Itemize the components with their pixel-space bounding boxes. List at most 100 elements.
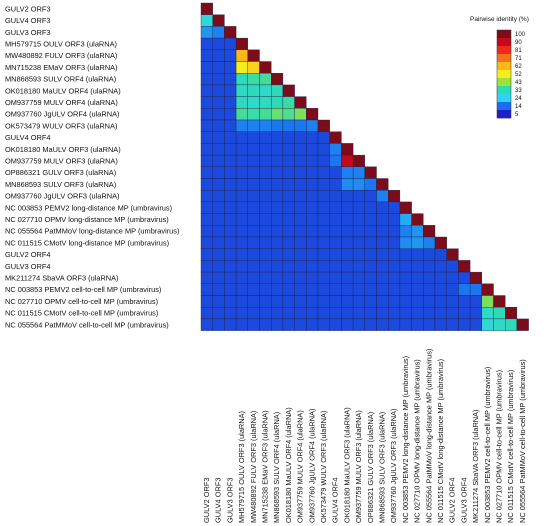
heatmap-cell [247,307,260,320]
legend-swatch [497,30,511,39]
heatmap-cell [200,248,213,261]
heatmap-cell [271,236,284,249]
heatmap-cell [364,271,377,284]
heatmap-cell [376,283,389,296]
heatmap-cell [224,260,237,273]
heatmap-cell [493,318,506,331]
heatmap-cell [446,307,459,320]
column-label: OM937760 JgULV ORF4 (ulaRNA) [307,409,316,523]
heatmap-diagonal-cell [259,61,272,74]
heatmap-cell [329,225,342,238]
heatmap-cell [224,108,237,121]
heatmap-cell [434,295,447,308]
heatmap-cell [294,201,307,214]
legend-tick-label: 14 [515,104,522,110]
heatmap-cell [376,213,389,226]
heatmap-cell [352,190,365,203]
legend-swatch [497,46,511,55]
heatmap-cell [399,248,412,261]
heatmap-cell [200,201,213,214]
heatmap-cell [306,178,319,191]
heatmap-cell [399,318,412,331]
heatmap-cell [329,307,342,320]
row-label: GULV2 ORF4 [5,250,50,259]
heatmap-cell [200,213,213,226]
legend-swatch [497,78,511,87]
heatmap-cell [282,166,295,179]
row-label: OM937760 JgULV ORF4 (ulaRNA) [5,110,119,119]
heatmap-cell [282,248,295,261]
heatmap-cell [212,131,225,144]
heatmap-cell [434,283,447,296]
heatmap-cell [200,143,213,156]
heatmap-cell [212,283,225,296]
heatmap-cell [411,236,424,249]
heatmap-cell [329,236,342,249]
heatmap-cell [341,248,354,261]
heatmap-cell [282,154,295,167]
heatmap-cell [259,190,272,203]
heatmap-cell [388,248,401,261]
heatmap-cell [259,225,272,238]
heatmap-cell [235,73,248,86]
column-label: OK018180 MaULV ORF3 (ulaRNA) [342,407,351,523]
heatmap-cell [481,318,494,331]
heatmap-cell [376,225,389,238]
heatmap-cell [364,213,377,226]
heatmap-cell [446,318,459,331]
column-label: NC 027710 OPMV cell-to-cell MP (umbravir… [494,370,503,523]
row-label: OM937759 MULV ORF3 (ulaRNA) [5,157,118,166]
heatmap-cell [364,318,377,331]
heatmap-cell [247,283,260,296]
heatmap-cell [317,143,330,156]
heatmap-cell [235,84,248,97]
heatmap-cell [224,190,237,203]
heatmap-cell [200,236,213,249]
heatmap-cell [341,154,354,167]
heatmap-cell [259,108,272,121]
heatmap-cell [212,307,225,320]
heatmap-cell [352,248,365,261]
heatmap-cell [376,236,389,249]
legend-title: Pairwise identity (%) [470,16,529,23]
heatmap-cell [388,283,401,296]
color-legend: Pairwise identity (%) 100 90 81 71 62 52 43 33 2… [470,16,529,119]
legend-swatch [497,70,511,79]
heatmap-cell [294,178,307,191]
heatmap-cell [341,283,354,296]
heatmap-cell [388,201,401,214]
heatmap-cell [247,143,260,156]
heatmap-diagonal-cell [294,96,307,109]
column-label: GULV3 ORF4 [459,478,468,523]
heatmap-cell [271,307,284,320]
column-label: NC 011515 CMotV cell-to-cell MP (umbravi… [506,370,515,523]
heatmap-cell [200,190,213,203]
heatmap-cell [282,225,295,238]
heatmap-cell [469,283,482,296]
heatmap-cell [294,283,307,296]
heatmap-cell [271,96,284,109]
heatmap-cell [282,318,295,331]
heatmap-cell [329,318,342,331]
column-label: MW480892 FULV ORF3 (ulaRNA) [249,411,258,523]
heatmap-cell [271,166,284,179]
heatmap-cell [259,178,272,191]
heatmap-cell [235,143,248,156]
heatmap-cell [282,260,295,273]
heatmap-cell [271,154,284,167]
row-label: MN868593 SULV ORF3 (ulaRNA) [5,180,116,189]
heatmap-cell [235,154,248,167]
heatmap-cell [329,295,342,308]
heatmap-cell [399,283,412,296]
row-label: GULV4 ORF3 [5,16,50,25]
heatmap-cell [505,318,518,331]
column-label: OM937759 MULV ORF4 (ulaRNA) [296,410,305,523]
heatmap-diagonal-cell [352,154,365,167]
heatmap-cell [294,108,307,121]
heatmap-cell [247,260,260,273]
heatmap-cell [294,166,307,179]
heatmap-cell [329,178,342,191]
heatmap-cell [423,271,436,284]
heatmap-cell [224,96,237,109]
heatmap-cell [388,236,401,249]
